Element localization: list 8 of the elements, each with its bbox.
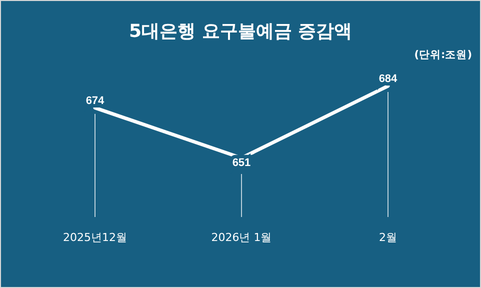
data-label: 674 (86, 94, 106, 107)
data-label: 684 (378, 73, 398, 85)
x-tick-label: 2월 (379, 231, 397, 244)
x-tick-label: 2025년12월 (63, 231, 127, 244)
data-label: 651 (232, 157, 251, 169)
x-tick-label: 2026년 1월 (211, 231, 272, 244)
text: (단위:조원) (414, 49, 472, 61)
chart-title: 5대은행 요구불예금 증감액 (128, 21, 352, 42)
